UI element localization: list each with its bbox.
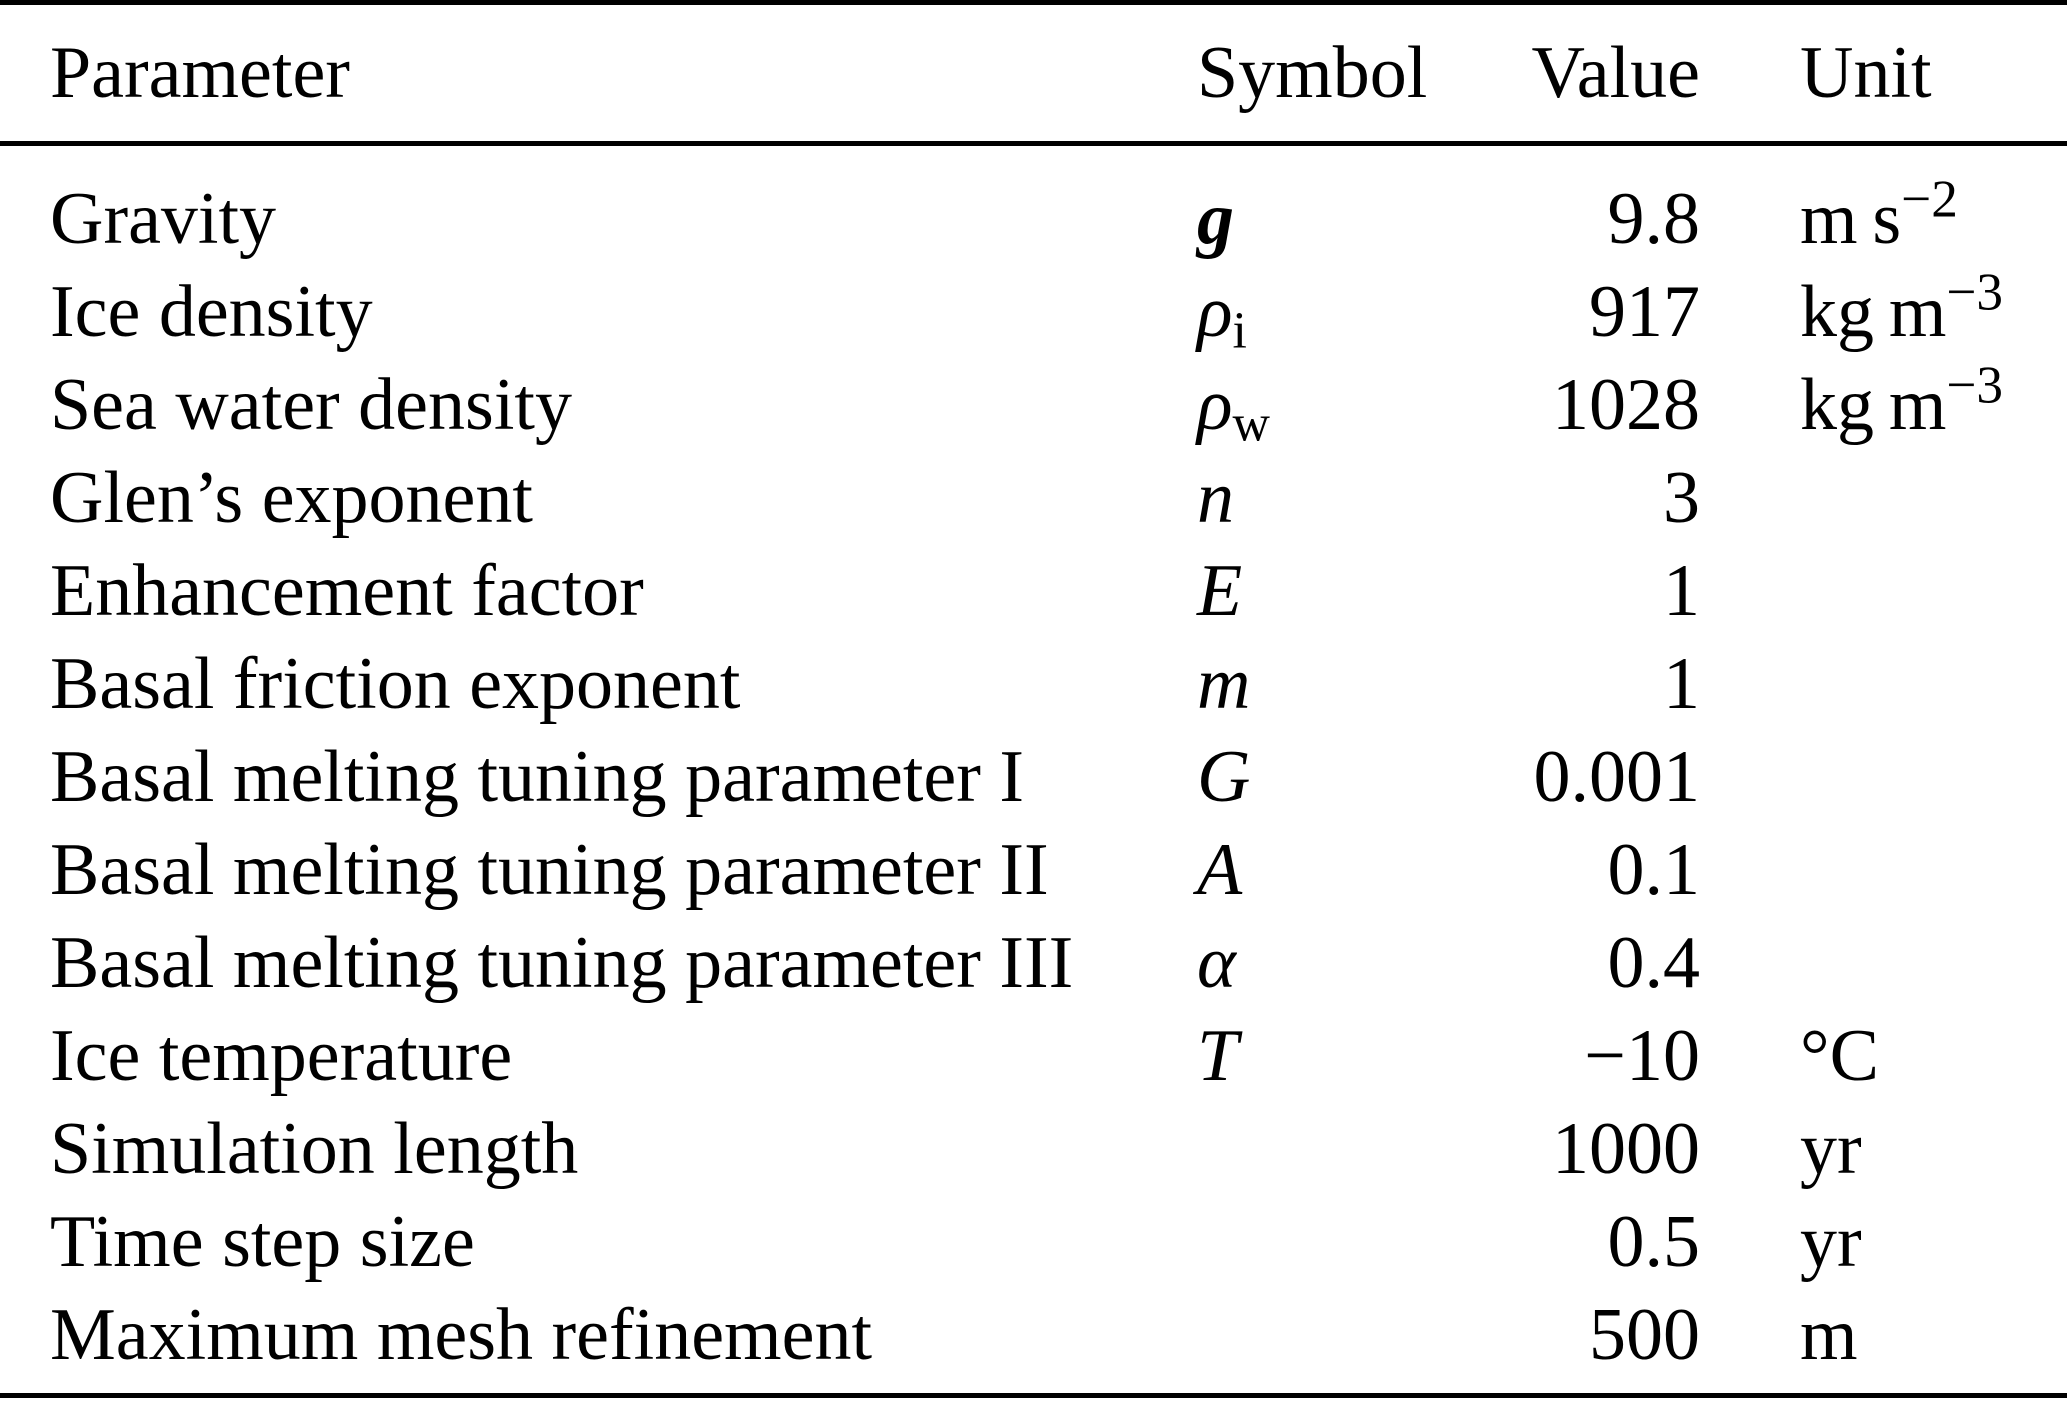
table-body: Gravity g 9.8 m s−2 Ice density ρi 917 kg m−3 Se…	[0, 146, 2067, 1393]
table-row: Sea water density ρw 1028 kg m−3	[0, 358, 2067, 451]
unit-superscript: −3	[1946, 354, 2004, 414]
symbol-glyph: ρ	[1197, 363, 1233, 446]
symbol-subscript: w	[1232, 394, 1270, 452]
unit-text: m	[1800, 1293, 1858, 1376]
value-cell: 0.1	[1607, 828, 1701, 911]
symbol-cell: A	[1197, 833, 1485, 907]
unit-superscript: −2	[1901, 168, 1958, 228]
table-row: Glen’s exponent n 3	[0, 451, 2067, 544]
header-value: Value	[1531, 32, 1701, 114]
symbol-glyph: G	[1197, 735, 1251, 818]
parameter-label: Simulation length	[50, 1107, 579, 1190]
table-row: Basal melting tuning parameter II A 0.1	[0, 823, 2067, 916]
symbol-glyph: n	[1197, 456, 1234, 539]
table-row: Basal melting tuning parameter III α 0.4	[0, 916, 2067, 1009]
table-row: Enhancement factor E 1	[0, 544, 2067, 637]
symbol-cell: ρw	[1197, 368, 1485, 450]
parameter-label: Basal melting tuning parameter II	[50, 828, 1049, 911]
symbol-glyph: α	[1197, 921, 1236, 1004]
table-row: Simulation length 1000 yr	[0, 1102, 2067, 1195]
unit-text: kg m	[1800, 363, 1947, 446]
unit-text: yr	[1800, 1200, 1862, 1283]
table-row: Ice temperature T −10 °C	[0, 1009, 2067, 1102]
table-header-row: Parameter Symbol Value Unit	[0, 5, 2067, 141]
parameter-label: Sea water density	[50, 363, 572, 446]
symbol-subscript: i	[1232, 301, 1247, 359]
table-row: Ice density ρi 917 kg m−3	[0, 265, 2067, 358]
symbol-glyph: ρ	[1197, 270, 1233, 353]
unit-cell: kg m−3	[1700, 265, 2047, 349]
symbol-cell: T	[1197, 1019, 1485, 1093]
table-top-rule	[0, 0, 2067, 5]
header-unit: Unit	[1800, 32, 1932, 114]
table-row: Basal friction exponent m 1	[0, 637, 2067, 730]
parameter-label: Basal friction exponent	[50, 642, 741, 725]
value-cell: 1	[1663, 642, 1700, 725]
unit-cell: yr	[1700, 1112, 2047, 1186]
table-row: Time step size 0.5 yr	[0, 1195, 2067, 1288]
symbol-cell: g	[1197, 182, 1485, 256]
value-cell: 0.5	[1607, 1200, 1701, 1283]
unit-cell: yr	[1700, 1205, 2047, 1279]
value-cell: 9.8	[1607, 177, 1701, 260]
value-cell: 500	[1589, 1293, 1700, 1376]
unit-cell: kg m−3	[1700, 358, 2047, 442]
value-cell: 3	[1663, 456, 1700, 539]
unit-cell: m s−2	[1700, 172, 2047, 256]
symbol-glyph: m	[1197, 642, 1251, 725]
value-cell: 0.4	[1607, 921, 1701, 1004]
unit-text: kg m	[1800, 270, 1947, 353]
unit-superscript: −3	[1946, 261, 2004, 321]
table-row: Maximum mesh refinement 500 m	[0, 1288, 2067, 1381]
value-cell: 1028	[1552, 363, 1700, 446]
parameter-label: Ice temperature	[50, 1014, 513, 1097]
symbol-cell: G	[1197, 740, 1485, 814]
unit-cell: m	[1700, 1298, 2047, 1372]
unit-text: °C	[1800, 1014, 1879, 1097]
header-symbol: Symbol	[1197, 32, 1428, 114]
unit-cell: °C	[1700, 1019, 2047, 1093]
symbol-glyph: A	[1197, 828, 1243, 911]
unit-text: m s	[1800, 177, 1902, 260]
parameter-label: Glen’s exponent	[50, 456, 533, 539]
parameter-label: Ice density	[50, 270, 373, 353]
parameter-label: Basal melting tuning parameter I	[50, 735, 1025, 818]
table-bottom-rule	[0, 1393, 2067, 1398]
value-cell: 0.001	[1533, 735, 1701, 818]
symbol-cell: E	[1197, 554, 1485, 628]
header-parameter: Parameter	[50, 32, 350, 114]
value-cell: 1	[1663, 549, 1700, 632]
parameter-label: Basal melting tuning parameter III	[50, 921, 1074, 1004]
parameter-label: Maximum mesh refinement	[50, 1293, 873, 1376]
table-row: Gravity g 9.8 m s−2	[0, 172, 2067, 265]
symbol-glyph: g	[1197, 177, 1234, 260]
value-cell: −10	[1584, 1014, 1700, 1097]
symbol-cell: m	[1197, 647, 1485, 721]
table-row: Basal melting tuning parameter I G 0.001	[0, 730, 2067, 823]
value-cell: 1000	[1552, 1107, 1700, 1190]
value-cell: 917	[1589, 270, 1700, 353]
table-header-rule	[0, 141, 2067, 146]
symbol-glyph: E	[1197, 549, 1243, 632]
parameter-label: Gravity	[50, 177, 277, 260]
symbol-cell: α	[1197, 926, 1485, 1000]
symbol-cell: ρi	[1197, 275, 1485, 357]
symbol-cell: n	[1197, 461, 1485, 535]
symbol-glyph: T	[1197, 1014, 1239, 1097]
parameter-label: Enhancement factor	[50, 549, 644, 632]
parameter-label: Time step size	[50, 1200, 475, 1283]
unit-text: yr	[1800, 1107, 1862, 1190]
